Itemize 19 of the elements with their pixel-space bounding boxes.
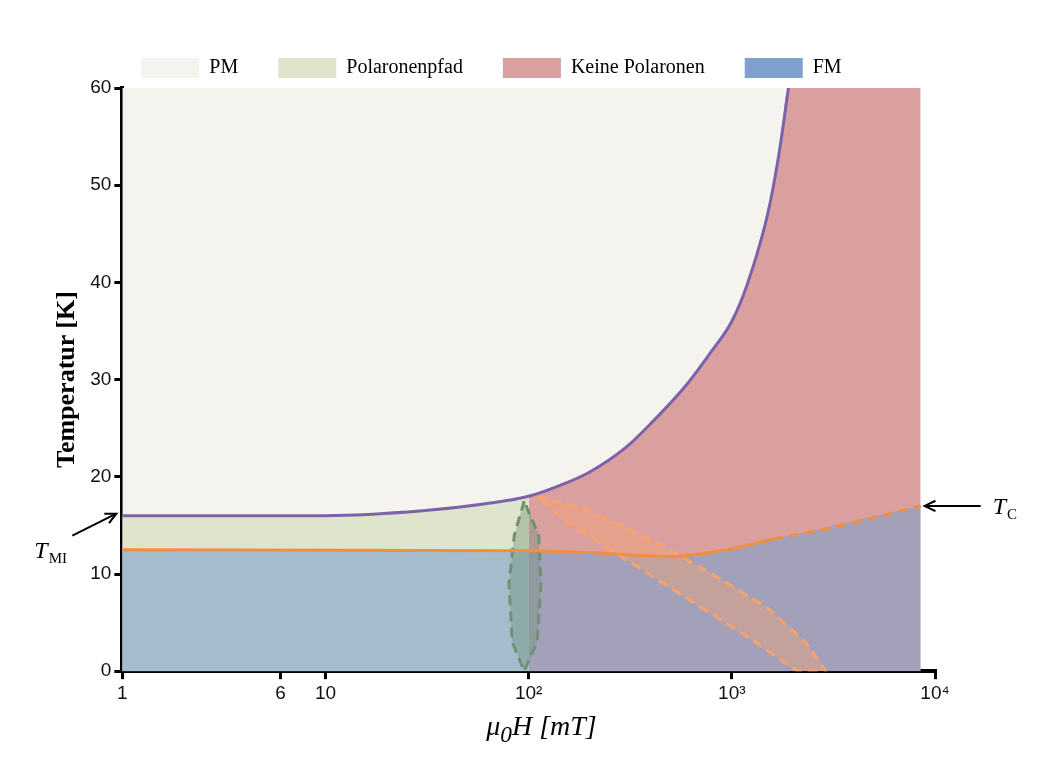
x-axis-title: μ$_{0}$H [mT] bbox=[485, 710, 598, 748]
y-tick-label: 10 bbox=[90, 562, 112, 584]
x-tick-label: 1 bbox=[117, 681, 128, 703]
x-tick-label: 10 bbox=[314, 681, 337, 703]
legend-label: FM bbox=[812, 55, 842, 78]
legend-label: Keine Polaronen bbox=[570, 55, 705, 78]
y-axis-title: Temperatur [K] bbox=[51, 291, 81, 469]
x-tick-label: 10² bbox=[514, 681, 543, 703]
x-tick-label: 6 bbox=[275, 681, 286, 703]
y-tick-label: 20 bbox=[90, 465, 112, 487]
x-tick-label: 10³ bbox=[718, 681, 746, 703]
legend-label: PM bbox=[209, 55, 239, 78]
x-tick-label: 10⁴ bbox=[920, 681, 950, 703]
y-tick-label: 0 bbox=[100, 659, 112, 681]
y-tick-label: 30 bbox=[90, 367, 112, 389]
legend-label: Polaronenpfad bbox=[346, 55, 463, 79]
y-tick-label: 50 bbox=[90, 173, 112, 195]
y-tick-label: 60 bbox=[90, 76, 112, 98]
y-tick-label: 40 bbox=[90, 270, 112, 292]
